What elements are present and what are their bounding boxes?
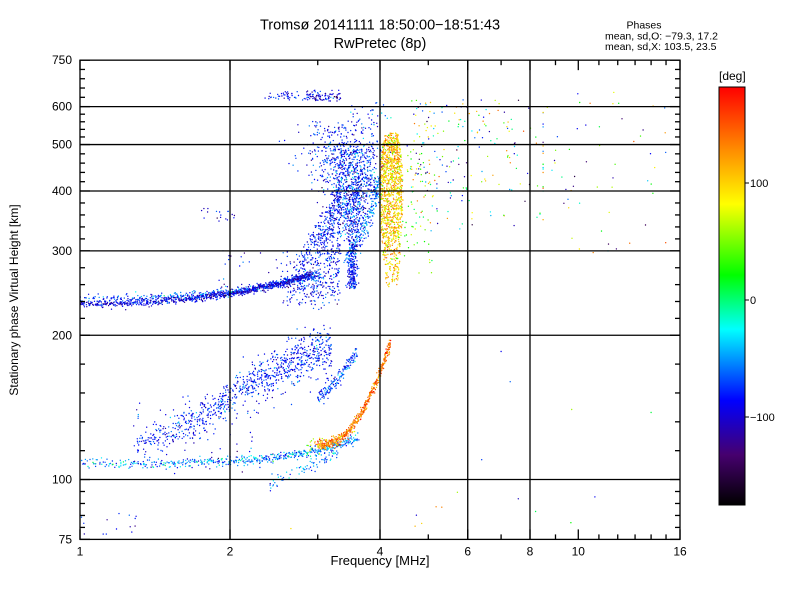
svg-text:10: 10 [572,544,586,558]
svg-text:6: 6 [464,544,471,558]
svg-text:750: 750 [52,53,72,67]
svg-text:−100: −100 [750,412,775,424]
svg-text:8: 8 [527,544,534,558]
svg-text:16: 16 [673,544,687,558]
svg-text:Tromsø 20141111 18:50:00−18:: Tromsø 20141111 18:50:00−18:51:43 [260,18,500,34]
svg-text:300: 300 [52,244,72,258]
svg-text:RwPretec (8p): RwPretec (8p) [334,36,427,52]
svg-text:75: 75 [59,532,73,546]
svg-text:500: 500 [52,138,72,152]
svg-text:[deg]: [deg] [719,69,746,83]
svg-text:400: 400 [52,184,72,198]
svg-text:0: 0 [750,295,756,307]
svg-text:2: 2 [227,544,234,558]
svg-text:1: 1 [77,544,84,558]
svg-text:600: 600 [52,100,72,114]
svg-text:100: 100 [52,473,72,487]
svg-text:200: 200 [52,328,72,342]
svg-text:Stationary phase Virtual Heigh: Stationary phase Virtual Height [km] [7,204,21,395]
svg-text:100: 100 [750,178,768,190]
svg-text:4: 4 [377,544,384,558]
svg-text:mean, sd,X: 103.5, 23.5: mean, sd,X: 103.5, 23.5 [605,41,717,53]
